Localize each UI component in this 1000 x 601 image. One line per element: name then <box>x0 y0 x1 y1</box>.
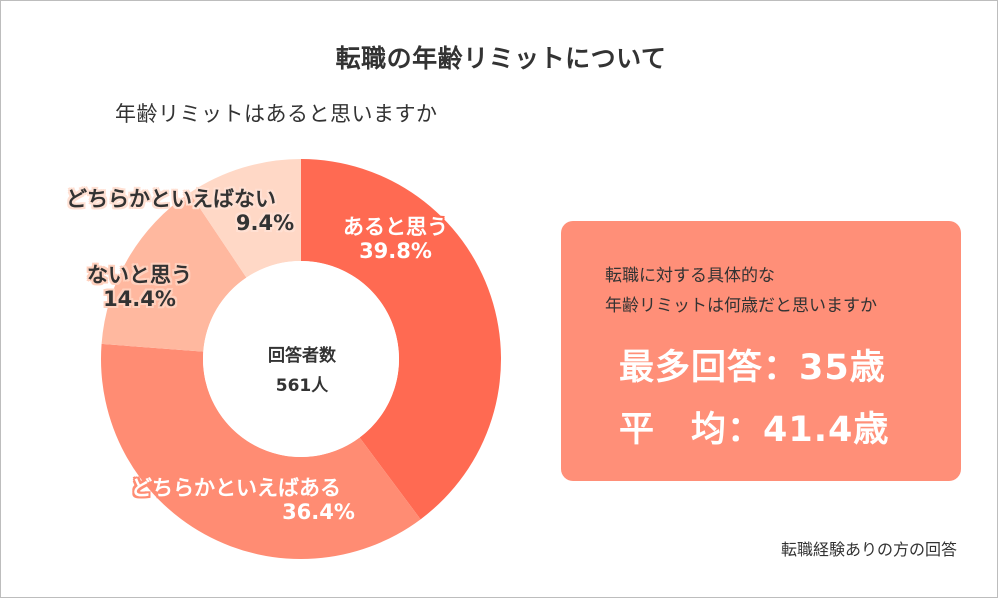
respondent-count-value: 561人 <box>275 376 329 396</box>
slice-label-dochiraka-aru: どちらかといえばある 36.4% <box>111 476 361 524</box>
age-question: 転職に対する具体的な 年齢リミットは何歳だと思いますか <box>605 261 877 321</box>
slice-value: 39.8% <box>359 239 432 263</box>
center-label-group: 回答者数 561人 <box>237 341 367 401</box>
donut-slice-dochiraka-nai <box>189 159 301 278</box>
slice-label-aru-to-omou: あると思う 39.8% <box>343 215 448 263</box>
slice-name: ないと思う <box>87 263 192 287</box>
respondent-count-label: 回答者数 <box>268 346 336 366</box>
slice-value: 9.4% <box>235 211 295 235</box>
footnote: 転職経験ありの方の回答 <box>780 540 957 559</box>
chart-question: 年齢リミットはあると思いますか <box>115 102 438 126</box>
chart-title: 転職の年齢リミットについて <box>335 44 667 73</box>
slice-value: 14.4% <box>103 287 176 311</box>
donut-slice-aru-to-omou <box>301 159 502 520</box>
most-common-answer: 最多回答：35歳 <box>619 348 886 388</box>
slice-label-nai-to-omou: ないと思う 14.4% <box>87 263 192 311</box>
donut-hole <box>203 261 399 457</box>
average-answer: 平 均：41.4歳 <box>619 410 890 450</box>
age-question-line-1: 転職に対する具体的な <box>605 266 775 286</box>
donut-slice-nai-to-omou <box>101 192 247 352</box>
slice-label-dochiraka-nai: どちらかといえばない 9.4% <box>41 187 301 235</box>
slice-name: どちらかといえばない <box>66 187 276 211</box>
slice-name: あると思う <box>343 215 448 239</box>
slice-value: 36.4% <box>282 500 355 524</box>
slice-name: どちらかといえばある <box>131 476 341 500</box>
donut-slice-dochiraka-aru <box>101 343 421 559</box>
age-limit-info-box: 転職に対する具体的な 年齢リミットは何歳だと思いますか 最多回答：35歳 平 均… <box>561 221 961 481</box>
age-question-line-2: 年齢リミットは何歳だと思いますか <box>605 296 877 316</box>
